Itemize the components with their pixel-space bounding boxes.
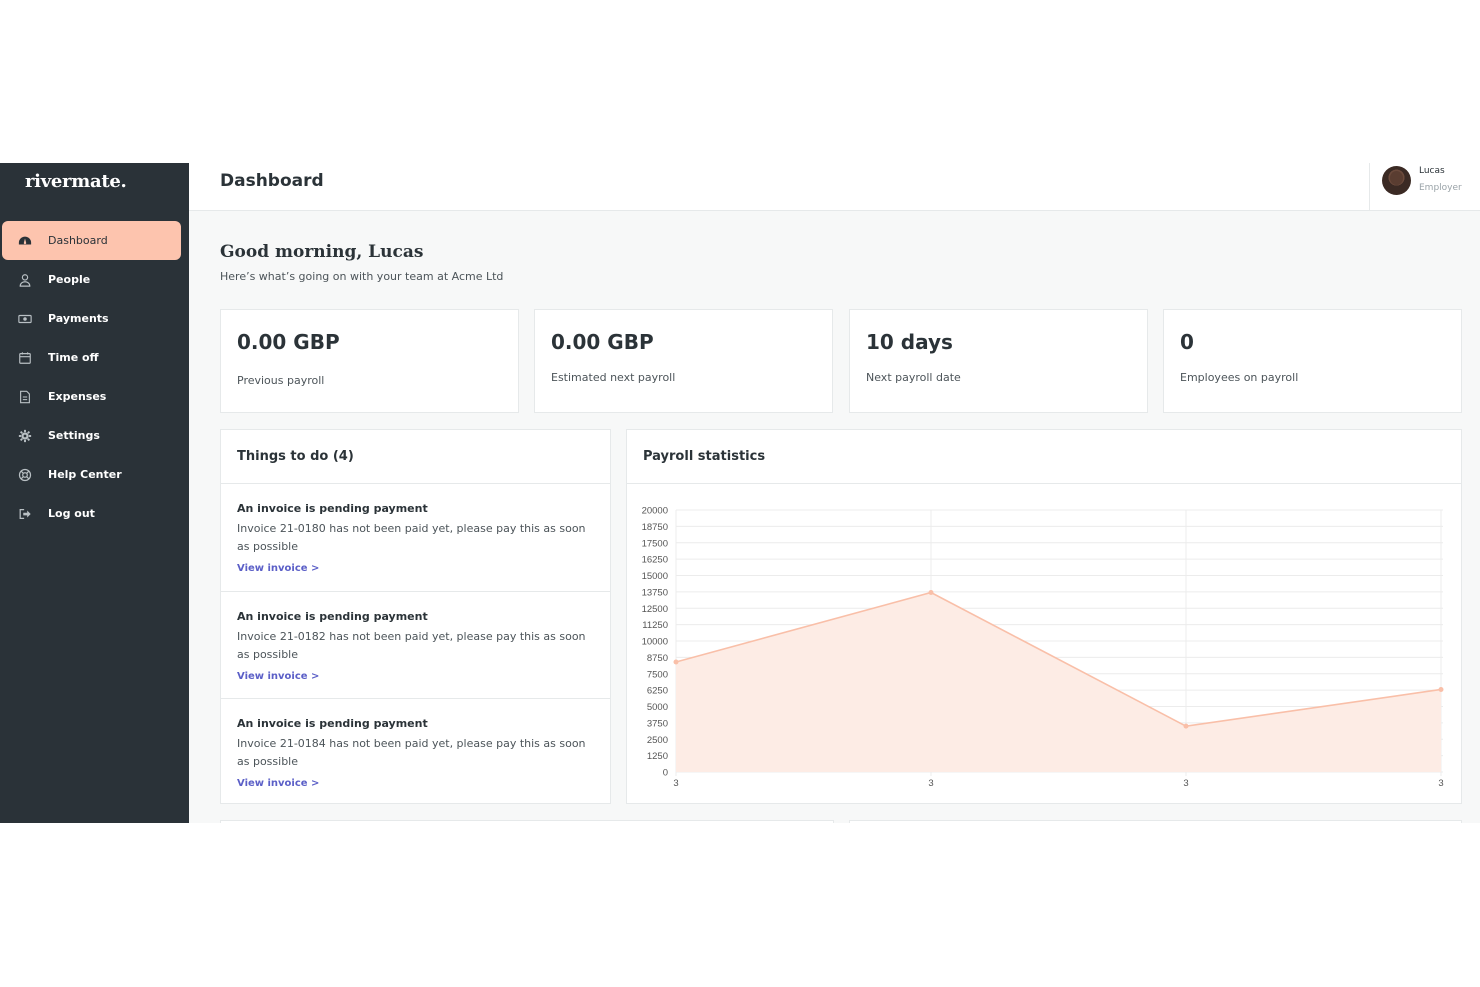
todo-item-description: Invoice 21-0180 has not been paid yet, p… xyxy=(237,522,586,553)
sidebar-item-label: People xyxy=(48,273,91,286)
y-tick-label: 2500 xyxy=(647,735,668,746)
x-tick-label: 3 xyxy=(1183,778,1188,789)
sidebar-item-dashboard[interactable]: Dashboard xyxy=(2,221,181,260)
data-point xyxy=(1438,686,1444,692)
y-tick-label: 18750 xyxy=(642,522,668,533)
sidebar-item-label: Time off xyxy=(48,351,99,364)
stat-value: 0.00 GBP xyxy=(551,330,654,354)
person-icon xyxy=(18,273,32,287)
payroll-statistics-panel: Payroll statistics 0 1250 2500 3750 5000 6250… xyxy=(626,429,1462,804)
lifebuoy-icon xyxy=(18,468,32,482)
sidebar-nav: Dashboard People Payments Time off xyxy=(0,221,189,533)
sidebar-item-label: Log out xyxy=(48,507,95,520)
sidebar-item-label: Dashboard xyxy=(48,234,108,247)
top-bar: Dashboard Lucas Employer xyxy=(189,163,1480,211)
data-point xyxy=(673,659,679,665)
view-invoice-link[interactable]: View invoice > xyxy=(237,778,320,789)
todo-item-description: Invoice 21-0184 has not been paid yet, p… xyxy=(237,737,586,768)
bottom-card xyxy=(220,820,834,823)
bottom-card xyxy=(849,820,1462,823)
dashboard-icon xyxy=(18,234,32,248)
data-point xyxy=(928,590,934,596)
x-tick-label: 3 xyxy=(928,778,933,789)
stat-label: Previous payroll xyxy=(237,374,325,387)
user-menu[interactable]: Lucas Employer xyxy=(1369,163,1480,210)
stat-card-previous-payroll: 0.00 GBP Previous payroll xyxy=(220,309,519,413)
app-window: rivermate. Dashboard People Payments xyxy=(0,163,1480,823)
sidebar-item-settings[interactable]: Settings xyxy=(0,416,189,455)
sidebar-item-label: Help Center xyxy=(48,468,122,481)
payroll-panel-title: Payroll statistics xyxy=(627,430,1461,484)
y-tick-label: 11250 xyxy=(642,620,668,631)
todo-item-title: An invoice is pending payment xyxy=(237,610,428,623)
stat-card-employees-on-payroll: 0 Employees on payroll xyxy=(1163,309,1462,413)
y-tick-label: 1250 xyxy=(647,751,668,762)
stat-label: Estimated next payroll xyxy=(551,371,676,384)
y-tick-label: 17500 xyxy=(642,538,668,549)
sidebar: rivermate. Dashboard People Payments xyxy=(0,163,189,823)
list-item: An invoice is pending payment Invoice 21… xyxy=(221,591,610,699)
stat-label: Next payroll date xyxy=(866,371,961,384)
series-area xyxy=(676,592,1441,772)
calendar-icon xyxy=(18,351,32,365)
y-tick-label: 12500 xyxy=(642,604,668,615)
avatar[interactable] xyxy=(1382,166,1411,195)
y-tick-label: 15000 xyxy=(642,571,668,582)
y-tick-label: 16250 xyxy=(642,555,668,566)
todo-item-description: Invoice 21-0182 has not been paid yet, p… xyxy=(237,630,586,661)
list-item: An invoice is pending payment Invoice 21… xyxy=(221,698,610,803)
sidebar-item-log-out[interactable]: Log out xyxy=(0,494,189,533)
todo-item-title: An invoice is pending payment xyxy=(237,502,428,515)
stat-value: 0 xyxy=(1180,330,1194,354)
y-tick-label: 13750 xyxy=(642,587,668,598)
sidebar-item-expenses[interactable]: Expenses xyxy=(0,377,189,416)
series-line xyxy=(675,591,1442,727)
page-title: Dashboard xyxy=(220,171,324,191)
data-point xyxy=(1183,723,1189,729)
list-item: An invoice is pending payment Invoice 21… xyxy=(221,484,610,592)
sidebar-item-label: Expenses xyxy=(48,390,107,403)
sidebar-item-help-center[interactable]: Help Center xyxy=(0,455,189,494)
y-tick-label: 8750 xyxy=(647,653,668,664)
payroll-chart: 0 1250 2500 3750 5000 6250 7500 8750 10000 11250 1… xyxy=(642,506,1444,790)
y-tick-label: 3750 xyxy=(647,718,668,729)
greeting-heading: Good morning, Lucas xyxy=(220,242,424,262)
logo[interactable]: rivermate. xyxy=(25,171,127,192)
sidebar-item-time-off[interactable]: Time off xyxy=(0,338,189,377)
sidebar-item-people[interactable]: People xyxy=(0,260,189,299)
y-tick-label: 6250 xyxy=(647,686,668,697)
sidebar-item-payments[interactable]: Payments xyxy=(0,299,189,338)
view-invoice-link[interactable]: View invoice > xyxy=(237,563,320,574)
user-name: Lucas xyxy=(1419,166,1445,176)
money-icon xyxy=(18,312,32,326)
stat-label: Employees on payroll xyxy=(1180,371,1299,384)
gear-icon xyxy=(18,429,32,443)
logout-icon xyxy=(18,507,32,521)
y-tick-label: 10000 xyxy=(642,637,668,648)
stat-value: 0.00 GBP xyxy=(237,330,340,354)
y-tick-label: 5000 xyxy=(647,702,668,713)
sidebar-item-label: Payments xyxy=(48,312,109,325)
todo-item-title: An invoice is pending payment xyxy=(237,717,428,730)
document-icon xyxy=(18,390,32,404)
x-tick-label: 3 xyxy=(673,778,678,789)
stat-card-next-payroll-date: 10 days Next payroll date xyxy=(849,309,1148,413)
stat-card-estimated-next-payroll: 0.00 GBP Estimated next payroll xyxy=(534,309,833,413)
todo-panel-title: Things to do (4) xyxy=(221,430,610,484)
todo-panel: Things to do (4) An invoice is pending p… xyxy=(220,429,611,804)
main-content: Dashboard Lucas Employer Good morning, L… xyxy=(189,163,1480,823)
sidebar-item-label: Settings xyxy=(48,429,100,442)
x-tick-label: 3 xyxy=(1438,778,1443,789)
stat-value: 10 days xyxy=(866,330,953,354)
user-role: Employer xyxy=(1419,183,1462,193)
y-tick-label: 20000 xyxy=(642,506,668,517)
y-tick-label: 0 xyxy=(663,768,668,779)
greeting-subtitle: Here’s what’s going on with your team at… xyxy=(220,270,504,283)
view-invoice-link[interactable]: View invoice > xyxy=(237,671,320,682)
y-tick-label: 7500 xyxy=(647,669,668,680)
